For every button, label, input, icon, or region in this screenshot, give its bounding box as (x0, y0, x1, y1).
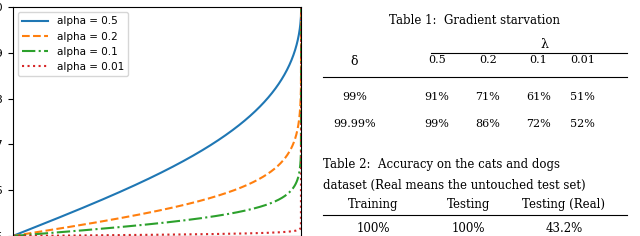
alpha = 0.01 (298, 6, 305, 8)
alpha = 0.5 (298, 6, 305, 8)
Text: Training: Training (348, 198, 399, 211)
Text: 0.1: 0.1 (529, 55, 547, 65)
alpha = 0.2 (9, 235, 17, 236)
alpha = 0.1 (38, 232, 46, 235)
Text: 91%: 91% (424, 92, 449, 102)
Text: 0.2: 0.2 (479, 55, 497, 65)
Text: 51%: 51% (570, 92, 595, 102)
alpha = 0.2 (239, 185, 247, 188)
alpha = 0.1 (125, 225, 133, 228)
alpha = 0.5 (38, 223, 46, 226)
alpha = 0.5 (9, 235, 17, 236)
alpha = 0.2 (136, 213, 143, 216)
Text: Table 1:  Gradient starvation: Table 1: Gradient starvation (390, 14, 561, 27)
Line: alpha = 0.01: alpha = 0.01 (13, 7, 301, 236)
Text: 0.01: 0.01 (570, 55, 595, 65)
Text: 43.2%: 43.2% (545, 222, 582, 235)
Text: 99%: 99% (424, 119, 449, 129)
Text: λ: λ (541, 38, 548, 51)
alpha = 0.01 (207, 233, 214, 236)
alpha = 0.1 (207, 215, 214, 218)
Line: alpha = 0.2: alpha = 0.2 (13, 7, 301, 236)
Text: 71%: 71% (476, 92, 500, 102)
alpha = 0.5 (136, 181, 143, 184)
Text: 86%: 86% (476, 119, 500, 129)
Legend: alpha = 0.5, alpha = 0.2, alpha = 0.1, alpha = 0.01: alpha = 0.5, alpha = 0.2, alpha = 0.1, a… (18, 12, 128, 76)
Text: δ: δ (351, 55, 358, 68)
alpha = 0.01 (38, 234, 46, 236)
Text: 99.99%: 99.99% (333, 119, 376, 129)
Text: 61%: 61% (526, 92, 551, 102)
Text: Testing: Testing (447, 198, 490, 211)
alpha = 0.01 (239, 232, 247, 235)
alpha = 0.1 (239, 210, 247, 212)
alpha = 0.2 (298, 6, 305, 8)
alpha = 0.01 (9, 235, 17, 236)
alpha = 0.1 (298, 6, 305, 8)
Text: 100%: 100% (452, 222, 485, 235)
Line: alpha = 0.1: alpha = 0.1 (13, 7, 301, 236)
alpha = 0.2 (207, 196, 214, 199)
Text: Table 2:  Accuracy on the cats and dogs: Table 2: Accuracy on the cats and dogs (323, 158, 560, 171)
Text: 72%: 72% (526, 119, 551, 129)
Text: 99%: 99% (342, 92, 367, 102)
Text: 100%: 100% (356, 222, 390, 235)
alpha = 0.5 (125, 186, 133, 189)
alpha = 0.2 (125, 215, 133, 218)
Text: dataset (Real means the untouched test set): dataset (Real means the untouched test s… (323, 179, 586, 192)
alpha = 0.01 (125, 234, 133, 236)
alpha = 0.1 (136, 224, 143, 227)
alpha = 0.5 (234, 125, 241, 128)
Text: 52%: 52% (570, 119, 595, 129)
alpha = 0.5 (239, 121, 247, 123)
alpha = 0.01 (136, 233, 143, 236)
alpha = 0.1 (9, 235, 17, 236)
Line: alpha = 0.5: alpha = 0.5 (13, 7, 301, 236)
alpha = 0.2 (234, 187, 241, 190)
alpha = 0.5 (207, 143, 214, 146)
alpha = 0.2 (38, 230, 46, 233)
alpha = 0.1 (234, 211, 241, 214)
Text: Testing (Real): Testing (Real) (522, 198, 605, 211)
alpha = 0.01 (234, 232, 241, 235)
Text: 0.5: 0.5 (428, 55, 446, 65)
